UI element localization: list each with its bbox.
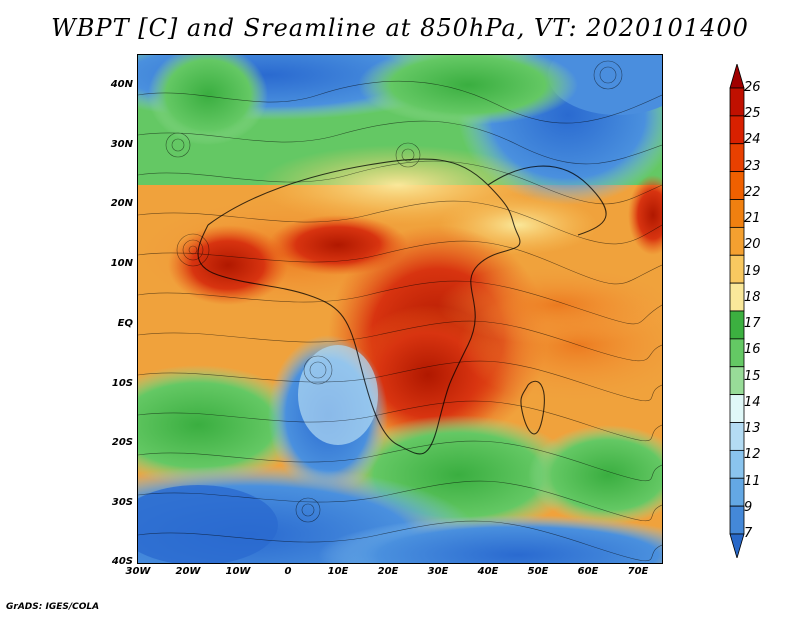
lon-label-0: 0 <box>284 566 292 577</box>
colorbar-swatch <box>729 449 745 479</box>
lon-label-30w: 30W <box>125 566 151 577</box>
lat-label-30s: 30S <box>111 497 133 508</box>
colorbar-swatch <box>729 87 745 117</box>
lon-label-20e: 20E <box>377 566 399 577</box>
colorbar-label: 25 <box>744 106 761 122</box>
colorbar-swatch <box>729 338 745 368</box>
lon-label-50e: 50E <box>527 566 549 577</box>
map-title: WBPT [C] and Sreamline at 850hPa, VT: 20… <box>51 14 749 42</box>
lon-label-70e: 70E <box>627 566 649 577</box>
colorbar <box>722 62 752 560</box>
colorbar-swatch <box>729 226 745 256</box>
colorbar-label: 16 <box>744 342 761 358</box>
colorbar-swatch <box>729 254 745 284</box>
colorbar-swatch <box>729 282 745 312</box>
lon-label-10w: 10W <box>225 566 251 577</box>
lat-label-10s: 10S <box>111 378 133 389</box>
lon-label-60e: 60E <box>577 566 599 577</box>
colorbar-swatches <box>729 62 745 560</box>
colorbar-label: 24 <box>744 132 761 148</box>
colorbar-swatch <box>729 477 745 507</box>
colorbar-label: 15 <box>744 368 761 384</box>
colorbar-swatch <box>729 394 745 423</box>
colorbar-label: 14 <box>744 394 761 410</box>
colorbar-label: 18 <box>744 289 761 305</box>
colorbar-label: 26 <box>744 80 761 95</box>
colorbar-label: 19 <box>744 263 761 279</box>
colorbar-label: 17 <box>744 316 761 332</box>
lat-label-10n: 10N <box>110 258 133 269</box>
lon-label-10e: 10E <box>327 566 349 577</box>
colorbar-swatch <box>729 199 745 228</box>
colorbar-label: 7 <box>744 526 753 541</box>
lon-label-40e: 40E <box>477 566 499 577</box>
lon-label-20w: 20W <box>175 566 201 577</box>
colorbar-bottom-triangle <box>729 533 745 560</box>
colorbar-swatch <box>729 310 745 340</box>
colorbar-label: 23 <box>744 158 761 174</box>
lat-label-30n: 30N <box>110 139 133 150</box>
colorbar-label: 11 <box>744 473 761 489</box>
lat-label-eq: EQ <box>117 318 133 329</box>
streamlines <box>138 60 662 562</box>
colorbar-top-triangle <box>729 62 745 89</box>
colorbar-label: 22 <box>744 184 761 200</box>
colorbar-swatch <box>729 143 745 173</box>
lon-label-30e: 30E <box>427 566 449 577</box>
colorbar-label: 20 <box>744 237 761 253</box>
colorbar-swatch <box>729 171 745 200</box>
lat-label-20s: 20S <box>111 437 133 448</box>
colorbar-swatch <box>729 422 745 451</box>
colorbar-label: 13 <box>744 421 761 437</box>
colorbar-label: 12 <box>744 447 761 463</box>
footer-credit: GrADS: IGES/COLA <box>6 602 100 612</box>
colorbar-swatch <box>729 366 745 396</box>
lat-label-20n: 20N <box>110 198 133 209</box>
colorbar-swatch <box>729 115 745 145</box>
lat-label-40s: 40S <box>111 556 133 567</box>
colorbar-label: 21 <box>744 211 761 227</box>
coastlines <box>197 158 607 455</box>
wbpt-field <box>138 55 662 563</box>
map-panel <box>137 54 663 564</box>
colorbar-label: 9 <box>744 499 753 515</box>
colorbar-swatch <box>729 505 745 535</box>
lat-label-40n: 40N <box>110 79 133 90</box>
